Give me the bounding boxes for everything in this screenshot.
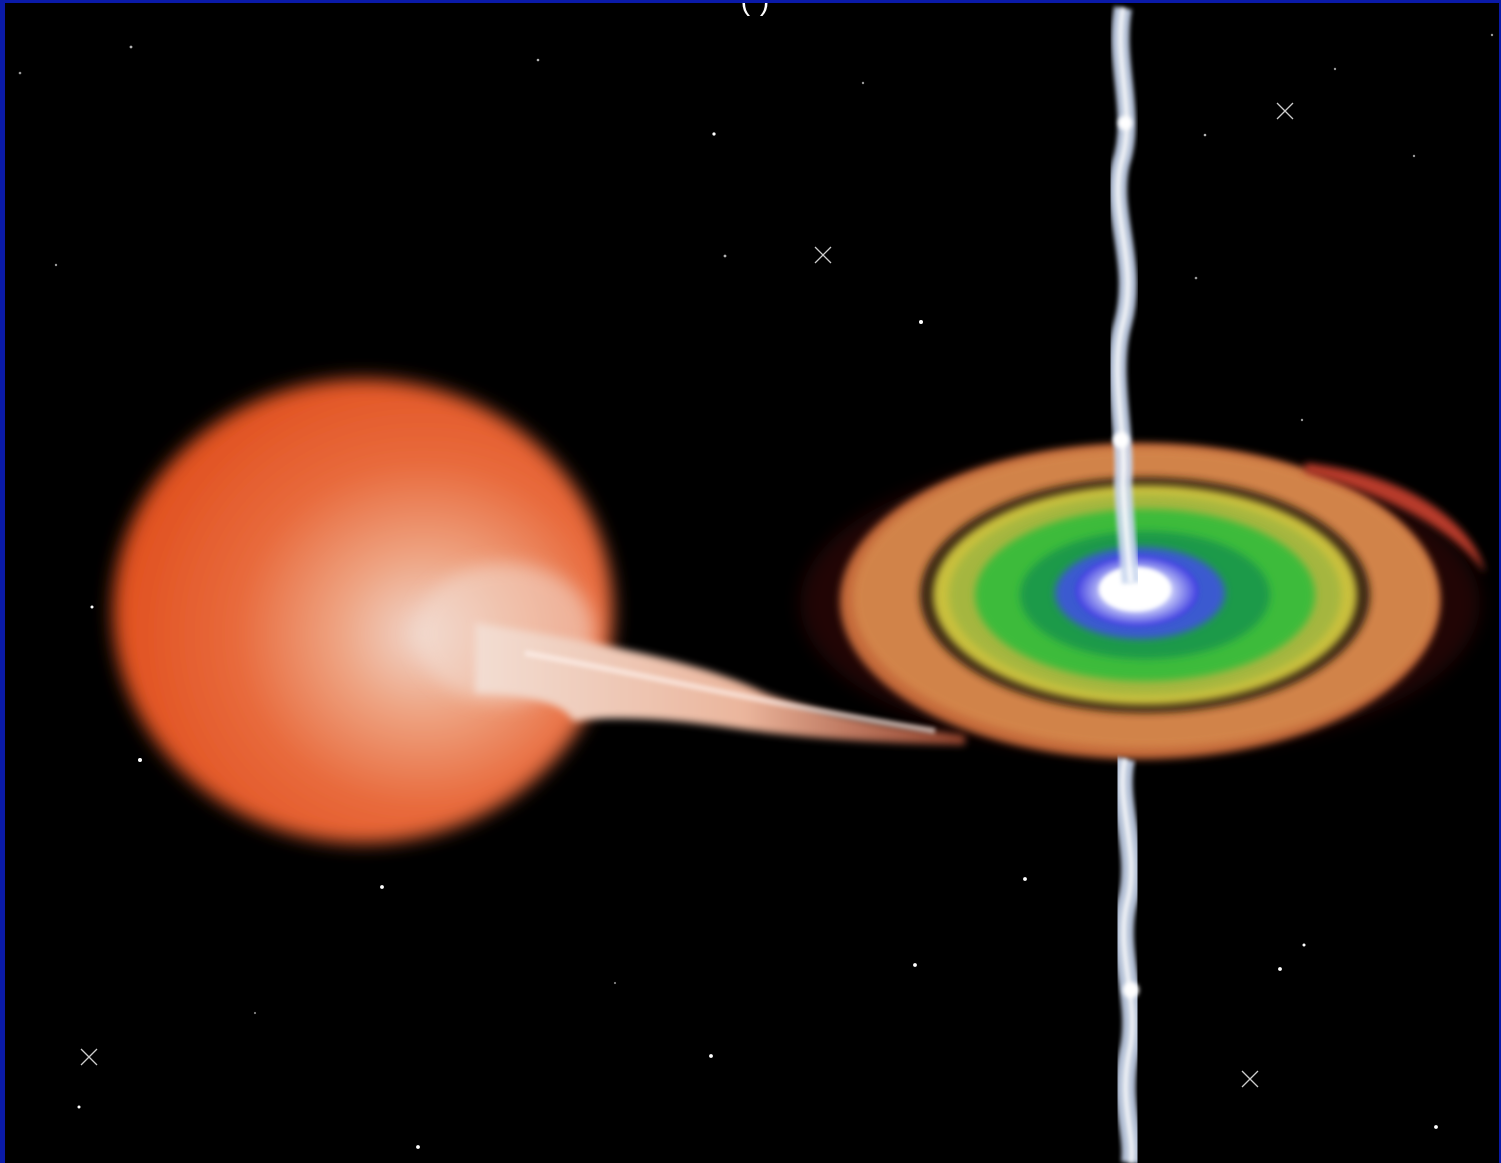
donor-star [113,379,613,843]
relativistic-jet [1108,6,1143,1163]
accretion-stream [475,623,965,745]
star-field [18,33,1494,1149]
binary-system-illustration [18,6,1494,1163]
slide-title-fragment: ( ) [740,0,771,16]
sparkle-stars [80,102,1294,1088]
accretion-disk [840,443,1485,759]
